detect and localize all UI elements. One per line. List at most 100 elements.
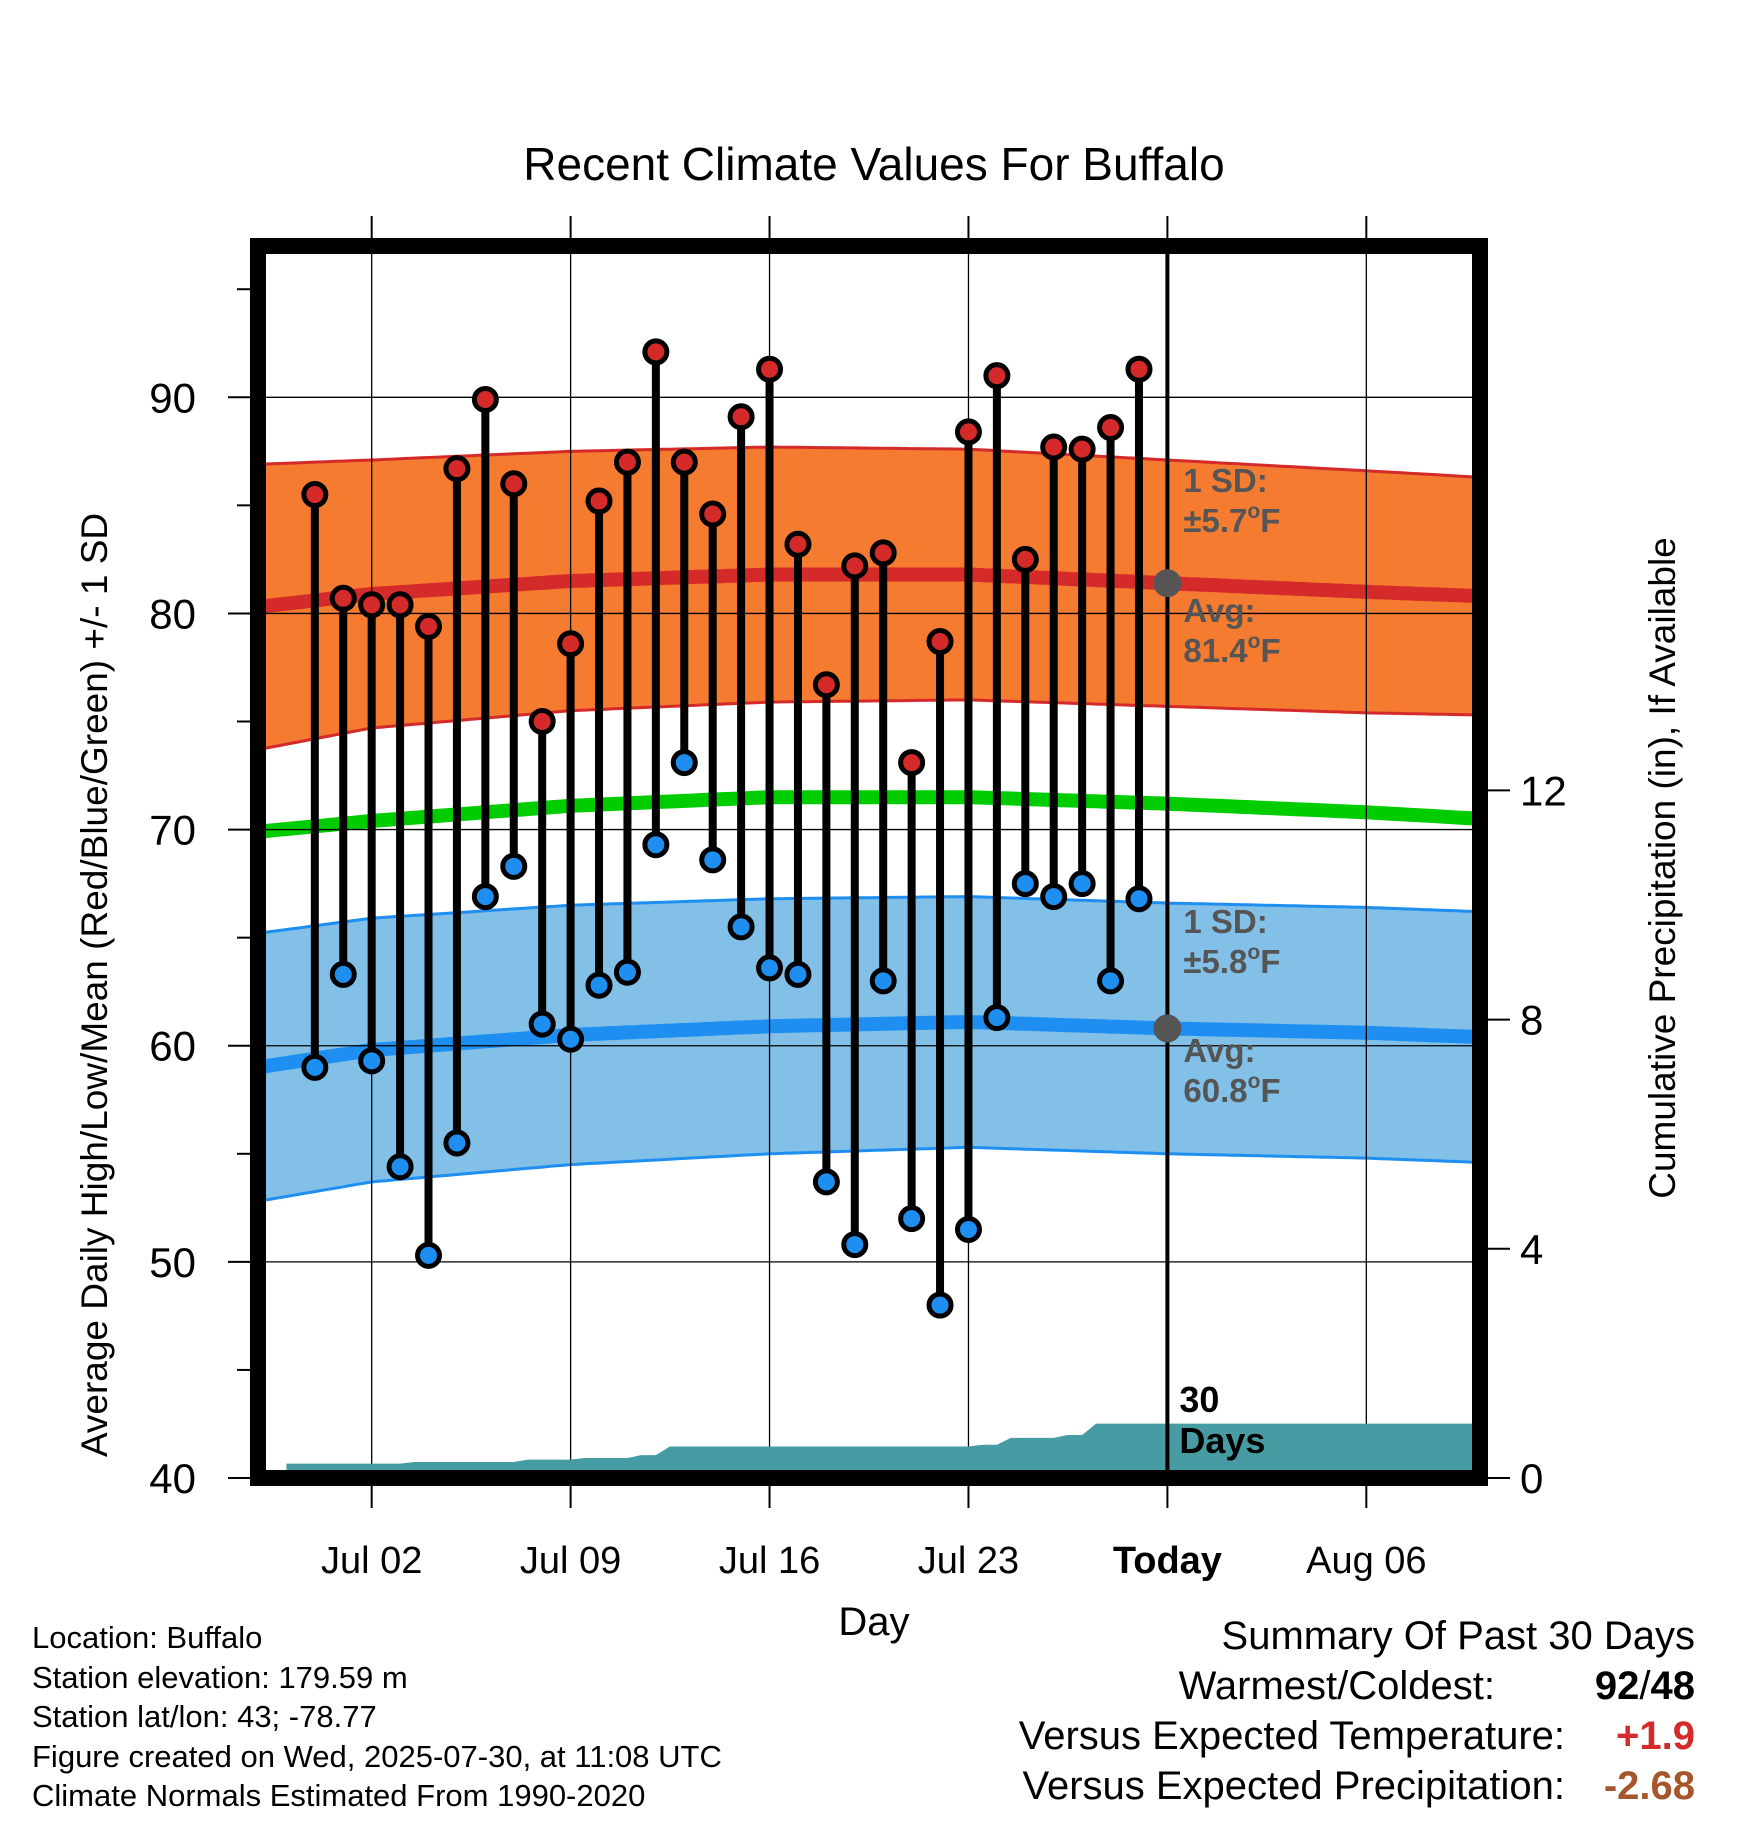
daily-low-point	[358, 1047, 386, 1075]
daily-low-point	[443, 1129, 471, 1157]
chart-title: Recent Climate Values For Buffalo	[523, 138, 1224, 190]
daily-low-point	[1125, 885, 1153, 913]
daily-high-point	[500, 470, 528, 498]
daily-high-point	[358, 591, 386, 619]
daily-high-point	[1125, 355, 1153, 383]
degree-symbol: o	[1247, 941, 1260, 964]
coldest-value: 48	[1650, 1664, 1696, 1708]
today-window-label: 30	[1179, 1379, 1219, 1420]
elevation-text: Station elevation: 179.59 m	[32, 1659, 408, 1695]
precip-cumulative-area	[286, 1423, 1495, 1478]
daily-low-point	[670, 749, 698, 777]
daily-low-point	[471, 883, 499, 911]
daily-low-point	[1097, 967, 1125, 995]
daily-high-point	[1097, 414, 1125, 442]
low-avg-value: 60.8oF	[1183, 1070, 1280, 1109]
daily-low-point	[415, 1241, 443, 1269]
high-sd-value: ±5.7oF	[1183, 500, 1280, 539]
daily-high-point	[386, 591, 414, 619]
y2-tick-label: 4	[1520, 1226, 1543, 1273]
today-window-label-days: Days	[1179, 1420, 1265, 1461]
unit-letter: F	[1260, 502, 1280, 539]
warmest-value: 92	[1594, 1664, 1640, 1708]
daily-high-point	[585, 487, 613, 515]
y-tick-label: 50	[149, 1239, 196, 1286]
low-band-upper-edge	[257, 895, 1481, 935]
daily-high-point	[471, 385, 499, 413]
daily-markers	[301, 338, 1153, 1319]
daily-low-point	[1011, 870, 1039, 898]
y2-tick-label: 0	[1520, 1455, 1543, 1502]
daily-high-point	[443, 455, 471, 483]
y2-axis-label: Cumulative Precipitation (in), If Availa…	[1642, 537, 1683, 1199]
daily-low-point	[756, 954, 784, 982]
y-tick-label: 70	[149, 807, 196, 854]
daily-low-point	[301, 1053, 329, 1081]
y-tick-label: 80	[149, 590, 196, 637]
low-sd-value-number: ±5.8	[1183, 943, 1247, 980]
degree-symbol: o	[1248, 1070, 1261, 1093]
daily-high-point	[1068, 435, 1096, 463]
degree-symbol: o	[1248, 630, 1261, 653]
daily-low-point	[898, 1205, 926, 1233]
daily-low-point	[1068, 870, 1096, 898]
x-tick-label: Jul 02	[321, 1540, 422, 1582]
temp-label: Versus Expected Temperature:	[1018, 1714, 1565, 1758]
low-avg-label: Avg:	[1183, 1032, 1255, 1069]
temp-value: +1.9	[1616, 1714, 1695, 1758]
high-avg-label: Avg:	[1183, 592, 1255, 629]
daily-high-point	[613, 448, 641, 476]
daily-low-point	[557, 1025, 585, 1053]
y-tick-label: 60	[149, 1023, 196, 1070]
warmest-coldest-label: Warmest/Coldest:	[1178, 1664, 1495, 1708]
daily-low-point	[1040, 883, 1068, 911]
daily-low-point	[500, 852, 528, 880]
daily-low-point	[841, 1231, 869, 1259]
daily-low-point	[784, 960, 812, 988]
daily-low-point	[386, 1153, 414, 1181]
daily-low-point	[585, 971, 613, 999]
daily-high-point	[812, 671, 840, 699]
low-sd-label: 1 SD:	[1183, 903, 1267, 940]
unit-letter: F	[1260, 943, 1280, 980]
summary-temperature: Versus Expected Temperature: +1.9	[900, 1714, 1695, 1764]
daily-high-point	[670, 448, 698, 476]
precip-label: Versus Expected Precipitation:	[1022, 1764, 1565, 1808]
daily-high-point	[1011, 545, 1039, 573]
x-tick-label: Jul 09	[520, 1540, 621, 1582]
normals-text: Climate Normals Estimated From 1990-2020	[32, 1778, 646, 1813]
latlon-text: Station lat/lon: 43; -78.77	[32, 1699, 377, 1734]
summary-heading: Summary Of Past 30 Days	[1221, 1614, 1695, 1658]
daily-range-stems	[310, 347, 1143, 1310]
daily-low-point	[613, 958, 641, 986]
daily-high-point	[415, 612, 443, 640]
y-tick-label: 40	[149, 1455, 196, 1502]
precipitation-area	[286, 1423, 1495, 1478]
created-text: Figure created on Wed, 2025-07-30, at 11…	[32, 1738, 722, 1774]
daily-low-point	[642, 831, 670, 859]
warmest-coldest-value: 92/48	[1595, 1664, 1695, 1709]
normal-high-line	[257, 567, 1481, 614]
daily-high-point	[898, 749, 926, 777]
high-sd-label: 1 SD:	[1183, 462, 1267, 499]
precip-value: -2.68	[1603, 1764, 1695, 1808]
grid-lines	[258, 246, 1480, 1478]
daily-high-point	[1040, 433, 1068, 461]
daily-low-point	[812, 1168, 840, 1196]
y2-tick-label: 12	[1520, 767, 1567, 814]
high-band-lower-edge	[257, 698, 1481, 752]
today-high-avg-marker	[1153, 569, 1182, 598]
daily-high-point	[528, 708, 556, 736]
daily-low-point	[954, 1215, 982, 1243]
axes: 40 50 60 70 80 90 0 4 8 12 Jul 02 Jul 09 Jul 16 Jul 2…	[149, 216, 1567, 1582]
high-avg-value-number: 81.4	[1183, 632, 1248, 669]
summary-precipitation: Versus Expected Precipitation: -2.68	[900, 1764, 1695, 1814]
daily-high-point	[642, 338, 670, 366]
normal-bands	[257, 445, 1481, 1203]
today-low-avg-marker	[1153, 1014, 1182, 1043]
daily-low-point	[528, 1010, 556, 1038]
daily-low-point	[869, 967, 897, 995]
daily-high-point	[954, 418, 982, 446]
